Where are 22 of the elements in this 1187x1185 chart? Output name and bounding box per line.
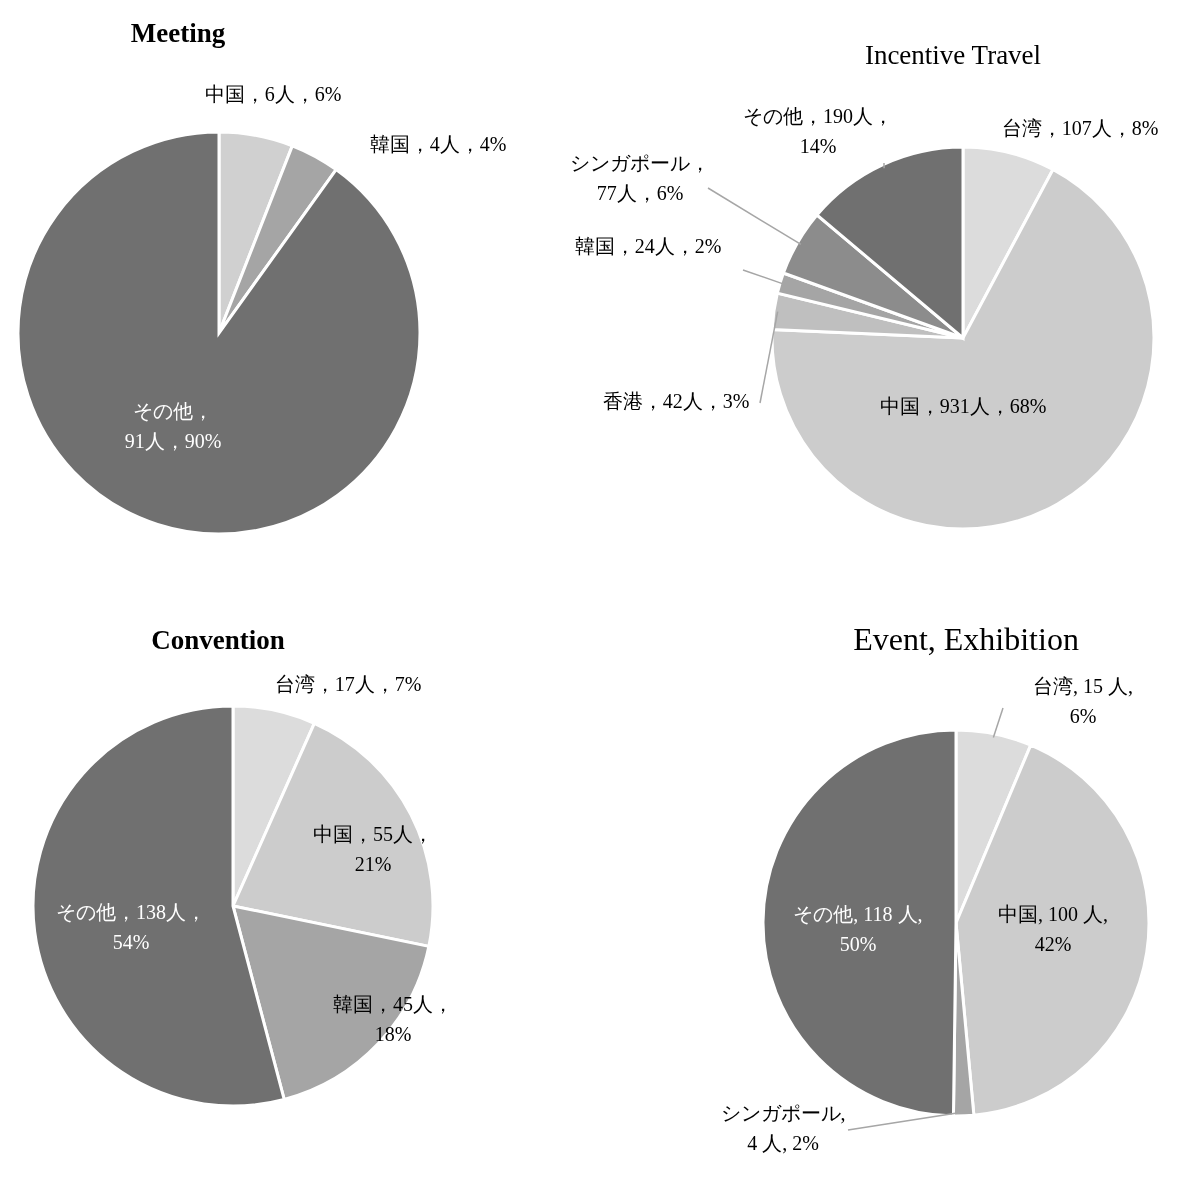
slice-label: その他，138人， 54% [56, 901, 206, 953]
slice-label: 台湾，107人，8% [1001, 117, 1159, 139]
slice-label: その他，190人， 14% [743, 105, 893, 157]
slice-label: 台湾, 15 人, 6% [1033, 675, 1133, 727]
slice-label: 韓国，24人，2% [574, 235, 722, 257]
pie-slice [16, 130, 422, 536]
chart-title: Meeting [130, 18, 226, 49]
slice-label: その他, 118 人, 50% [793, 903, 923, 955]
chart-title: Convention [151, 625, 285, 656]
chart-title: Event, Exhibition [853, 621, 1079, 658]
slice-label: 中国，931人，68% [879, 395, 1047, 417]
slice-label: 中国，6人，6% [204, 83, 342, 105]
slice-label: 韓国，45人， 18% [333, 993, 453, 1045]
slice-label: 中国，55人， 21% [313, 823, 433, 875]
slice-label: シンガポール, 4 人, 2% [720, 1102, 846, 1154]
slice-label: シンガポール， 77人，6% [570, 152, 710, 204]
slice-label: その他， 91人，90% [124, 400, 222, 452]
slice-label: 香港，42人，3% [602, 390, 750, 412]
chart-title: Incentive Travel [864, 40, 1042, 71]
slice-label: 韓国，4人，4% [369, 133, 507, 155]
slice-label: 台湾，17人，7% [274, 673, 422, 695]
slice-label: 中国, 100 人, 42% [998, 903, 1108, 955]
